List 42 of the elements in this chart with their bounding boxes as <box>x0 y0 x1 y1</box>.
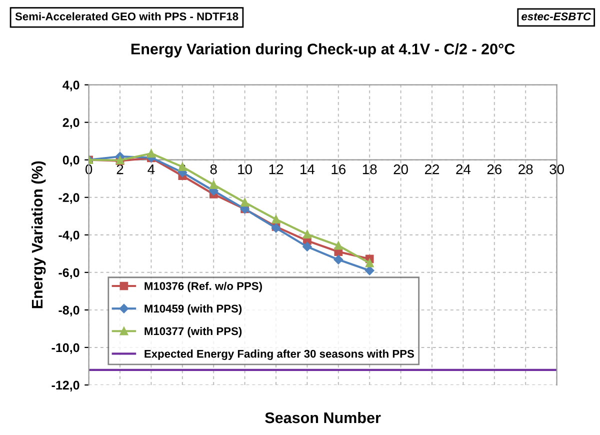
x-tick-label: 16 <box>332 164 346 174</box>
legend-label: M10459 (with PPS) <box>144 304 242 315</box>
point <box>334 241 343 250</box>
x-tick-label: 10 <box>238 164 252 174</box>
y-tick-label: -8,0 <box>58 306 80 316</box>
chart-title: Energy Variation during Check-up at 4.1V - C/2 - 20°C <box>131 43 515 58</box>
y-tick-label: -12,0 <box>52 380 80 392</box>
y-tick-label: 2,0 <box>62 118 80 129</box>
point <box>302 242 312 252</box>
y-tick-label: 4,0 <box>62 80 80 92</box>
x-tick-label: 0 <box>85 164 92 174</box>
point <box>240 198 249 207</box>
text: estec-ESBTC <box>522 12 592 20</box>
y-axis-title: Energy Variation (%) <box>31 161 46 308</box>
y-tick-label: -2,0 <box>58 193 80 204</box>
legend-label: Expected Energy Fading after 30 seasons with PPS <box>144 350 414 360</box>
legend-label: M10377 (with PPS) <box>144 326 242 338</box>
x-tick-label: 30 <box>550 164 564 174</box>
point <box>364 266 374 276</box>
x-tick-label: 28 <box>518 164 533 174</box>
x-tick-label: 4 <box>148 164 155 174</box>
x-tick-label: 22 <box>424 164 440 174</box>
y-tick-label: -6,0 <box>58 268 80 279</box>
x-tick-label: 14 <box>300 164 315 174</box>
y-tick-label: 0,0 <box>62 156 80 166</box>
x-tick-label: 18 <box>362 164 377 174</box>
x-tick-label: 8 <box>210 164 217 174</box>
point <box>303 230 312 239</box>
y-tick-label: -10,0 <box>52 343 80 354</box>
point <box>272 215 280 224</box>
y-tick-label: -4,0 <box>58 230 80 242</box>
point <box>209 180 218 189</box>
x-tick-label: 12 <box>269 164 284 174</box>
x-tick-label: 26 <box>487 164 502 174</box>
point <box>147 149 156 158</box>
text: Semi-Accelerated GEO with PPS - NDTF18 <box>15 12 238 20</box>
point <box>365 258 374 268</box>
point <box>334 255 344 264</box>
x-axis-title: Season Number <box>265 412 381 424</box>
x-tick-label: 20 <box>394 164 408 174</box>
legend-label: M10376 (Ref. w/o PPS) <box>144 282 262 292</box>
x-tick-label: 24 <box>456 164 471 174</box>
